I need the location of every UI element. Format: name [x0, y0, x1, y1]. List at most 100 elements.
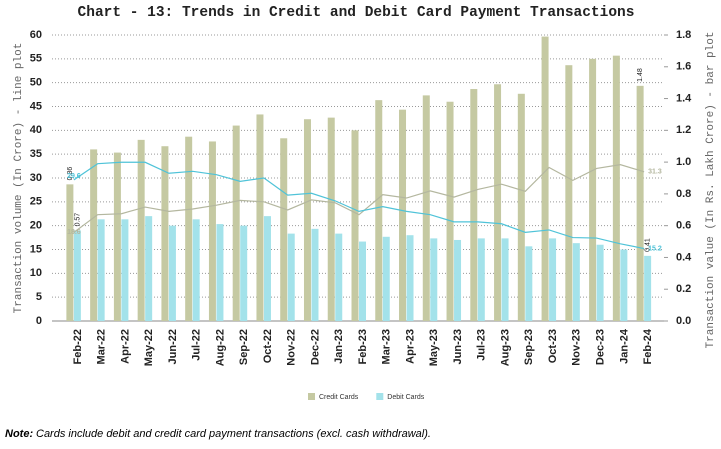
bar	[90, 149, 98, 321]
bar	[359, 241, 366, 321]
x-tick-label: Feb-23	[357, 329, 369, 364]
bar	[280, 138, 288, 321]
x-tick-label: Feb-24	[642, 328, 654, 364]
y2-tick-label: 0.8	[676, 188, 691, 200]
bar	[430, 238, 438, 321]
legend-label: Credit Cards	[319, 394, 359, 401]
y-tick-label: 20	[30, 220, 42, 232]
x-tick-label: Apr-23	[404, 329, 416, 364]
bar	[620, 249, 628, 321]
bar	[501, 238, 509, 321]
bar	[470, 89, 478, 322]
y2-tick-label: 0.0	[676, 315, 691, 327]
y2-axis-label: Transaction value (In Rs. Lakh Crore) - …	[705, 32, 717, 349]
bar	[525, 246, 533, 321]
bar	[287, 233, 295, 321]
y-axis-label: Transaction volume (In Crore) - line plo…	[13, 43, 25, 314]
x-tick-label: Jun-22	[167, 329, 179, 364]
bar	[549, 238, 557, 321]
x-tick-label: Nov-23	[571, 329, 583, 366]
bar	[477, 238, 485, 321]
bar	[351, 130, 359, 321]
bar	[375, 100, 383, 322]
x-tick-label: Oct-23	[547, 329, 559, 363]
line	[73, 164, 645, 233]
x-tick-label: Dec-23	[595, 329, 607, 365]
bar	[636, 85, 644, 321]
bar	[494, 84, 502, 321]
bar	[572, 243, 580, 321]
x-tick-label: Jan-24	[618, 328, 630, 364]
bar-value-label: 0.57	[74, 213, 81, 227]
bar	[406, 235, 414, 321]
line-value-label: 31.3	[648, 169, 662, 176]
y-tick-label: 25	[30, 196, 42, 208]
x-tick-label: Aug-22	[214, 329, 226, 366]
x-tick-label: Jun-23	[452, 329, 464, 364]
y-tick-label: 10	[30, 267, 42, 279]
bar	[192, 219, 200, 321]
bar	[422, 95, 430, 321]
y2-tick-label: 1.0	[676, 156, 691, 168]
y-tick-label: 50	[30, 77, 42, 89]
bar	[541, 36, 549, 321]
x-tick-label: Feb-22	[72, 329, 84, 364]
y2-tick-label: 1.4	[676, 92, 692, 104]
y-tick-label: 45	[30, 100, 42, 112]
bar	[303, 119, 311, 321]
bar	[185, 136, 193, 321]
x-tick-label: May-23	[428, 329, 440, 366]
bar	[113, 152, 121, 321]
x-tick-label: Nov-22	[286, 329, 298, 366]
note-text: Cards include debit and credit card paym…	[36, 428, 431, 440]
bar	[121, 219, 129, 321]
note-label: Note:	[5, 428, 33, 440]
bar	[596, 244, 604, 321]
x-tick-label: Jan-23	[333, 329, 345, 364]
y-tick-label: 0	[36, 315, 42, 327]
bar	[399, 109, 407, 321]
y-tick-label: 15	[30, 243, 42, 255]
bar-value-label: 0.86	[67, 167, 74, 181]
line-value-label: 15.2	[648, 245, 662, 252]
chart-title: Chart - 13: Trends in Credit and Debit C…	[78, 5, 635, 21]
bar-value-label: 1.48	[637, 68, 644, 82]
y2-tick-label: 1.6	[676, 61, 691, 73]
bar	[97, 219, 105, 321]
bar	[168, 225, 176, 321]
x-tick-label: Apr-22	[119, 329, 131, 364]
x-tick-label: May-22	[143, 329, 155, 366]
x-tick-label: Sep-23	[523, 329, 535, 365]
x-tick-label: Mar-23	[381, 329, 393, 364]
bar	[240, 225, 248, 321]
line-value-label: 18.6	[67, 229, 81, 236]
bar	[644, 255, 652, 321]
bar	[454, 239, 462, 321]
y-tick-label: 60	[30, 29, 42, 41]
y2-tick-label: 1.2	[676, 124, 691, 136]
legend-label: Debit Cards	[387, 394, 424, 401]
x-tick-label: Oct-22	[262, 329, 274, 363]
line	[73, 161, 645, 250]
x-tick-label: Jul-23	[476, 329, 488, 361]
bar	[517, 93, 525, 322]
bar	[446, 101, 454, 321]
bar	[382, 236, 390, 321]
y2-tick-label: 0.2	[676, 283, 691, 295]
legend-swatch	[308, 393, 315, 400]
x-tick-label: Sep-22	[238, 329, 250, 365]
bar-value-label: 0.41	[645, 238, 652, 252]
bar	[256, 114, 264, 321]
y-tick-label: 35	[30, 148, 42, 160]
bar	[565, 65, 573, 321]
x-tick-label: Mar-22	[96, 329, 108, 364]
bar	[216, 224, 224, 321]
y-tick-label: 55	[30, 53, 42, 65]
y-tick-label: 40	[30, 124, 42, 136]
bar	[232, 125, 240, 321]
y-tick-label: 30	[30, 172, 42, 184]
bar	[208, 141, 216, 321]
bar	[137, 139, 145, 321]
y2-tick-label: 0.6	[676, 220, 691, 232]
